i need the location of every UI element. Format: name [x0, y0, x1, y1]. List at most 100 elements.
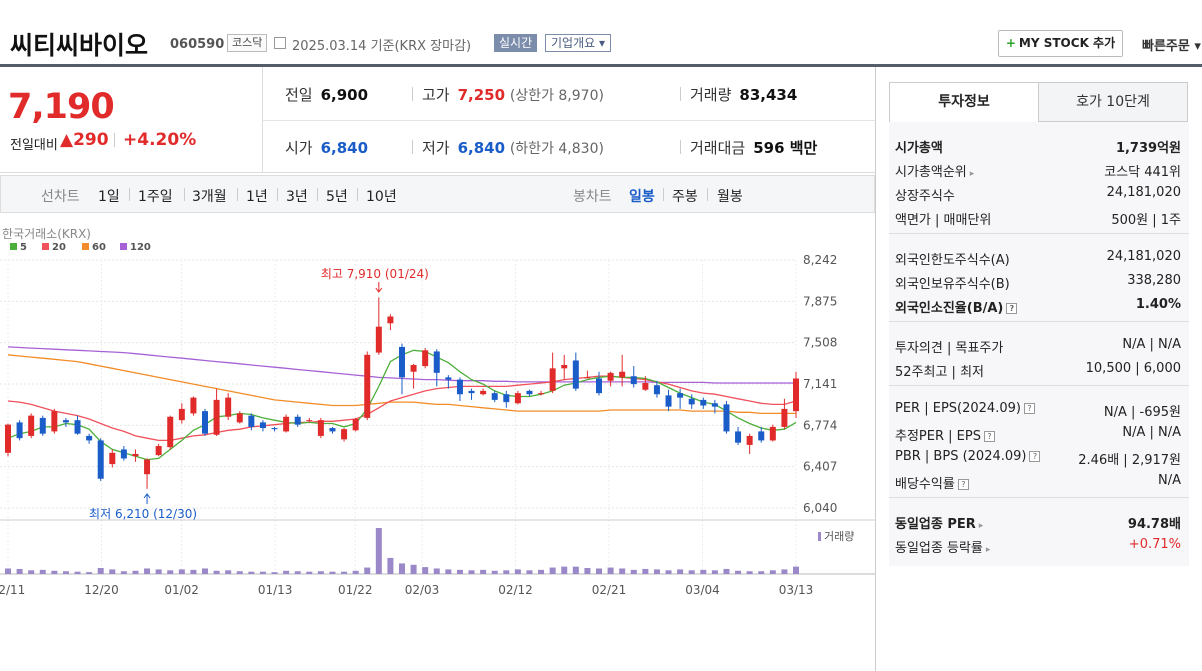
add-mystock-button[interactable]: + MY STOCK 추가 — [998, 30, 1123, 57]
candle-body — [665, 395, 672, 407]
volume: 거래량 83,434 — [690, 84, 797, 105]
divider — [707, 188, 708, 201]
info-label-text: 투자의견 | 목표주가 — [895, 341, 1004, 356]
volume-label: 거래량 — [824, 530, 854, 543]
candle-body — [433, 351, 440, 373]
help-icon[interactable]: ? — [1023, 403, 1035, 414]
info-label-text: 52주최고 | 최저 — [895, 365, 984, 380]
trade-amount-label: 거래대금 — [690, 139, 746, 157]
chevron-right-icon[interactable]: ▸ — [985, 545, 991, 555]
volume-bar — [39, 569, 46, 574]
tab-1d[interactable]: 1일 — [98, 189, 120, 205]
info-label-text: 외국인소진율(B/A) — [895, 301, 1004, 316]
candle-body — [549, 368, 556, 391]
candle-body — [144, 459, 151, 475]
info-label: 액면가 | 매매단위 — [895, 209, 991, 228]
candle-body — [735, 431, 742, 443]
candle-body — [39, 417, 46, 434]
help-icon[interactable]: ? — [957, 479, 969, 490]
volume-bar — [352, 570, 359, 574]
tab-3y[interactable]: 3년 — [286, 189, 308, 205]
info-label: 상장주식수 — [895, 185, 955, 204]
tab-3m[interactable]: 3개월 — [192, 189, 227, 205]
info-value: N/A | N/A — [1122, 425, 1181, 440]
chevron-right-icon[interactable]: ▸ — [969, 169, 975, 179]
y-tick-label: 6,407 — [803, 460, 837, 474]
volume-bar — [120, 571, 127, 574]
volume-bar — [445, 569, 452, 574]
volume-bar — [317, 571, 324, 574]
low-label: 저가 — [422, 139, 450, 157]
volume-bar — [51, 570, 58, 574]
legend-swatch — [10, 243, 17, 250]
candle-body — [352, 419, 359, 431]
candle-body — [596, 378, 602, 394]
candle-body — [572, 360, 579, 389]
divider — [680, 140, 681, 154]
divider — [412, 87, 413, 101]
volume-bar — [364, 567, 371, 574]
current-price: 7,190 — [8, 87, 115, 127]
candle-body — [132, 453, 139, 457]
tab-10y[interactable]: 10년 — [366, 189, 397, 205]
x-tick-label: 02/03 — [405, 583, 440, 597]
stock-code: 060590 — [170, 37, 225, 52]
realtime-badge[interactable]: 실시간 — [494, 34, 538, 52]
volume-bar — [665, 570, 672, 574]
trade-amount-value: 596 백만 — [753, 139, 818, 157]
volume-bar — [155, 569, 162, 574]
info-value: N/A | N/A — [1122, 337, 1181, 352]
tab-orderbook-10[interactable]: 호가 10단계 — [1038, 82, 1188, 122]
candle-body — [74, 420, 81, 434]
divider — [889, 385, 1189, 386]
volume-bar — [781, 569, 788, 574]
candlestick-chart[interactable]: 한국거래소(KRX)5 20 60 120 8,242 7,875 7,508 7,141 6,… — [0, 222, 875, 602]
calendar-icon — [274, 37, 286, 49]
volume-bar — [109, 569, 116, 574]
info-value: 2.46배 | 2,917원 — [1078, 453, 1181, 468]
x-tick-label: 01/22 — [338, 583, 373, 597]
tab-weekly[interactable]: 주봉 — [672, 189, 698, 205]
company-overview-dropdown[interactable]: 기업개요 ▾ — [545, 34, 611, 52]
volume-label: 거래량 — [690, 86, 732, 104]
info-value: 94.78배 — [1127, 517, 1181, 532]
candle-body — [700, 399, 707, 406]
x-tick-label: 12/11 — [0, 583, 25, 597]
volume-bar — [711, 570, 718, 574]
quick-order-dropdown[interactable]: 빠른주문 ▾ — [1142, 39, 1201, 54]
info-value: 1.40% — [1135, 297, 1181, 312]
divider — [357, 188, 358, 201]
candle-body — [167, 416, 174, 448]
tab-1w[interactable]: 1주일 — [138, 189, 173, 205]
y-tick-label: 6,040 — [803, 501, 837, 515]
info-label-text: 배당수익률 — [895, 477, 955, 492]
low-value: 6,840 — [457, 139, 506, 157]
tab-monthly[interactable]: 월봉 — [717, 189, 743, 205]
candle-body — [375, 326, 382, 353]
volume-bar — [456, 569, 463, 574]
help-icon[interactable]: ? — [1006, 303, 1018, 314]
volume-bar — [329, 571, 336, 574]
market-badge: 코스닥 — [227, 34, 268, 52]
help-icon[interactable]: ? — [1029, 451, 1041, 462]
chevron-right-icon[interactable]: ▸ — [978, 521, 984, 531]
info-value: N/A | -695원 — [1103, 405, 1181, 420]
volume-bar — [225, 570, 232, 574]
help-icon[interactable]: ? — [983, 431, 995, 442]
tab-investment-info[interactable]: 투자정보 — [889, 82, 1039, 122]
tab-daily[interactable]: 일봉 — [629, 189, 655, 205]
lower-limit: (하한가 4,830) — [509, 141, 604, 157]
candle-body — [584, 377, 591, 379]
trade-amount: 거래대금 596 백만 — [690, 137, 817, 158]
high-value: 7,250 — [457, 86, 506, 104]
volume-bar — [259, 571, 266, 574]
candle-body — [178, 408, 185, 421]
tab-1y[interactable]: 1년 — [246, 189, 268, 205]
open-price: 시가 6,840 — [285, 137, 368, 158]
volume-bar — [572, 566, 579, 574]
tab-5y[interactable]: 5년 — [326, 189, 348, 205]
info-label-text: 시가총액 — [895, 141, 943, 156]
volume-bar — [167, 570, 174, 574]
info-label: 시가총액 — [895, 137, 943, 156]
volume-bar — [596, 568, 602, 574]
